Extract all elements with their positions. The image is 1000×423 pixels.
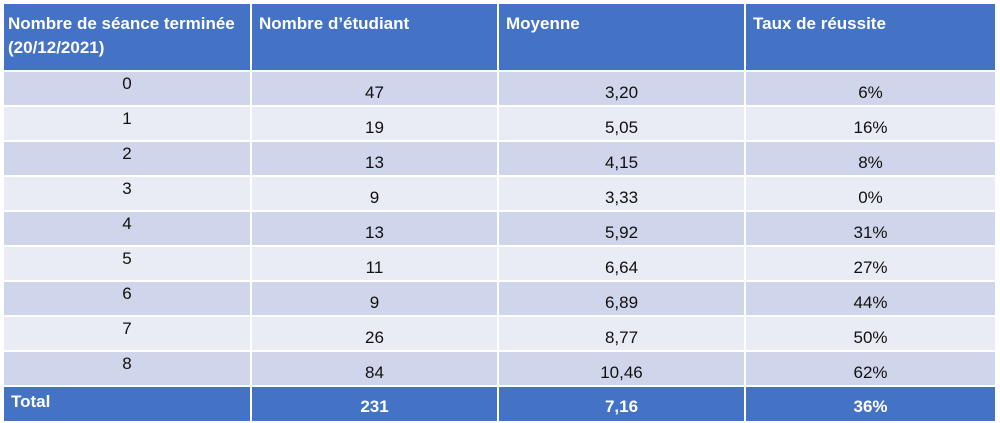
cell-sessions-completed: 5 [4, 246, 252, 282]
cell-success-rate: 16% [745, 106, 995, 142]
table-total-row: Total 231 7,16 36% [4, 386, 995, 423]
total-label: Total [4, 386, 252, 423]
table-row: 8 84 10,46 62% [4, 351, 995, 387]
cell-success-rate: 44% [745, 281, 995, 317]
table-row: 2 13 4,15 8% [4, 141, 995, 177]
cell-average: 8,77 [498, 316, 746, 352]
results-table: Nombre de séance terminée (20/12/2021) N… [4, 4, 995, 423]
table-row: 5 11 6,64 27% [4, 246, 995, 282]
cell-student-count: 9 [251, 281, 499, 317]
table-body: 0 47 3,20 6% 1 19 5,05 16% 2 13 4,15 8% 3 9 3,33 0% 4 13 5… [4, 71, 995, 387]
cell-average: 6,89 [498, 281, 746, 317]
cell-success-rate: 62% [745, 351, 995, 387]
total-success-rate: 36% [745, 386, 995, 423]
table-row: 6 9 6,89 44% [4, 281, 995, 317]
cell-student-count: 84 [251, 351, 499, 387]
table-row: 0 47 3,20 6% [4, 71, 995, 107]
cell-sessions-completed: 6 [4, 281, 252, 317]
cell-student-count: 26 [251, 316, 499, 352]
cell-student-count: 13 [251, 141, 499, 177]
table-row: 3 9 3,33 0% [4, 176, 995, 212]
cell-average: 6,64 [498, 246, 746, 282]
cell-sessions-completed: 1 [4, 106, 252, 142]
total-student-count: 231 [251, 386, 499, 423]
cell-student-count: 47 [251, 71, 499, 107]
cell-student-count: 9 [251, 176, 499, 212]
cell-success-rate: 31% [745, 211, 995, 247]
cell-average: 5,92 [498, 211, 746, 247]
cell-sessions-completed: 8 [4, 351, 252, 387]
total-average: 7,16 [498, 386, 746, 423]
cell-student-count: 11 [251, 246, 499, 282]
cell-student-count: 19 [251, 106, 499, 142]
header-average: Moyenne [498, 4, 746, 72]
header-sessions-completed: Nombre de séance terminée (20/12/2021) [4, 4, 252, 72]
cell-average: 3,33 [498, 176, 746, 212]
cell-sessions-completed: 7 [4, 316, 252, 352]
cell-average: 5,05 [498, 106, 746, 142]
table-row: 7 26 8,77 50% [4, 316, 995, 352]
cell-average: 10,46 [498, 351, 746, 387]
header-success-rate: Taux de réussite [745, 4, 995, 72]
cell-sessions-completed: 0 [4, 71, 252, 107]
cell-success-rate: 0% [745, 176, 995, 212]
cell-sessions-completed: 2 [4, 141, 252, 177]
cell-sessions-completed: 3 [4, 176, 252, 212]
cell-average: 4,15 [498, 141, 746, 177]
cell-success-rate: 50% [745, 316, 995, 352]
cell-student-count: 13 [251, 211, 499, 247]
cell-average: 3,20 [498, 71, 746, 107]
cell-success-rate: 8% [745, 141, 995, 177]
cell-success-rate: 27% [745, 246, 995, 282]
table-header-row: Nombre de séance terminée (20/12/2021) N… [4, 4, 995, 72]
table-row: 4 13 5,92 31% [4, 211, 995, 247]
table-row: 1 19 5,05 16% [4, 106, 995, 142]
cell-success-rate: 6% [745, 71, 995, 107]
header-student-count: Nombre d’étudiant [251, 4, 499, 72]
cell-sessions-completed: 4 [4, 211, 252, 247]
